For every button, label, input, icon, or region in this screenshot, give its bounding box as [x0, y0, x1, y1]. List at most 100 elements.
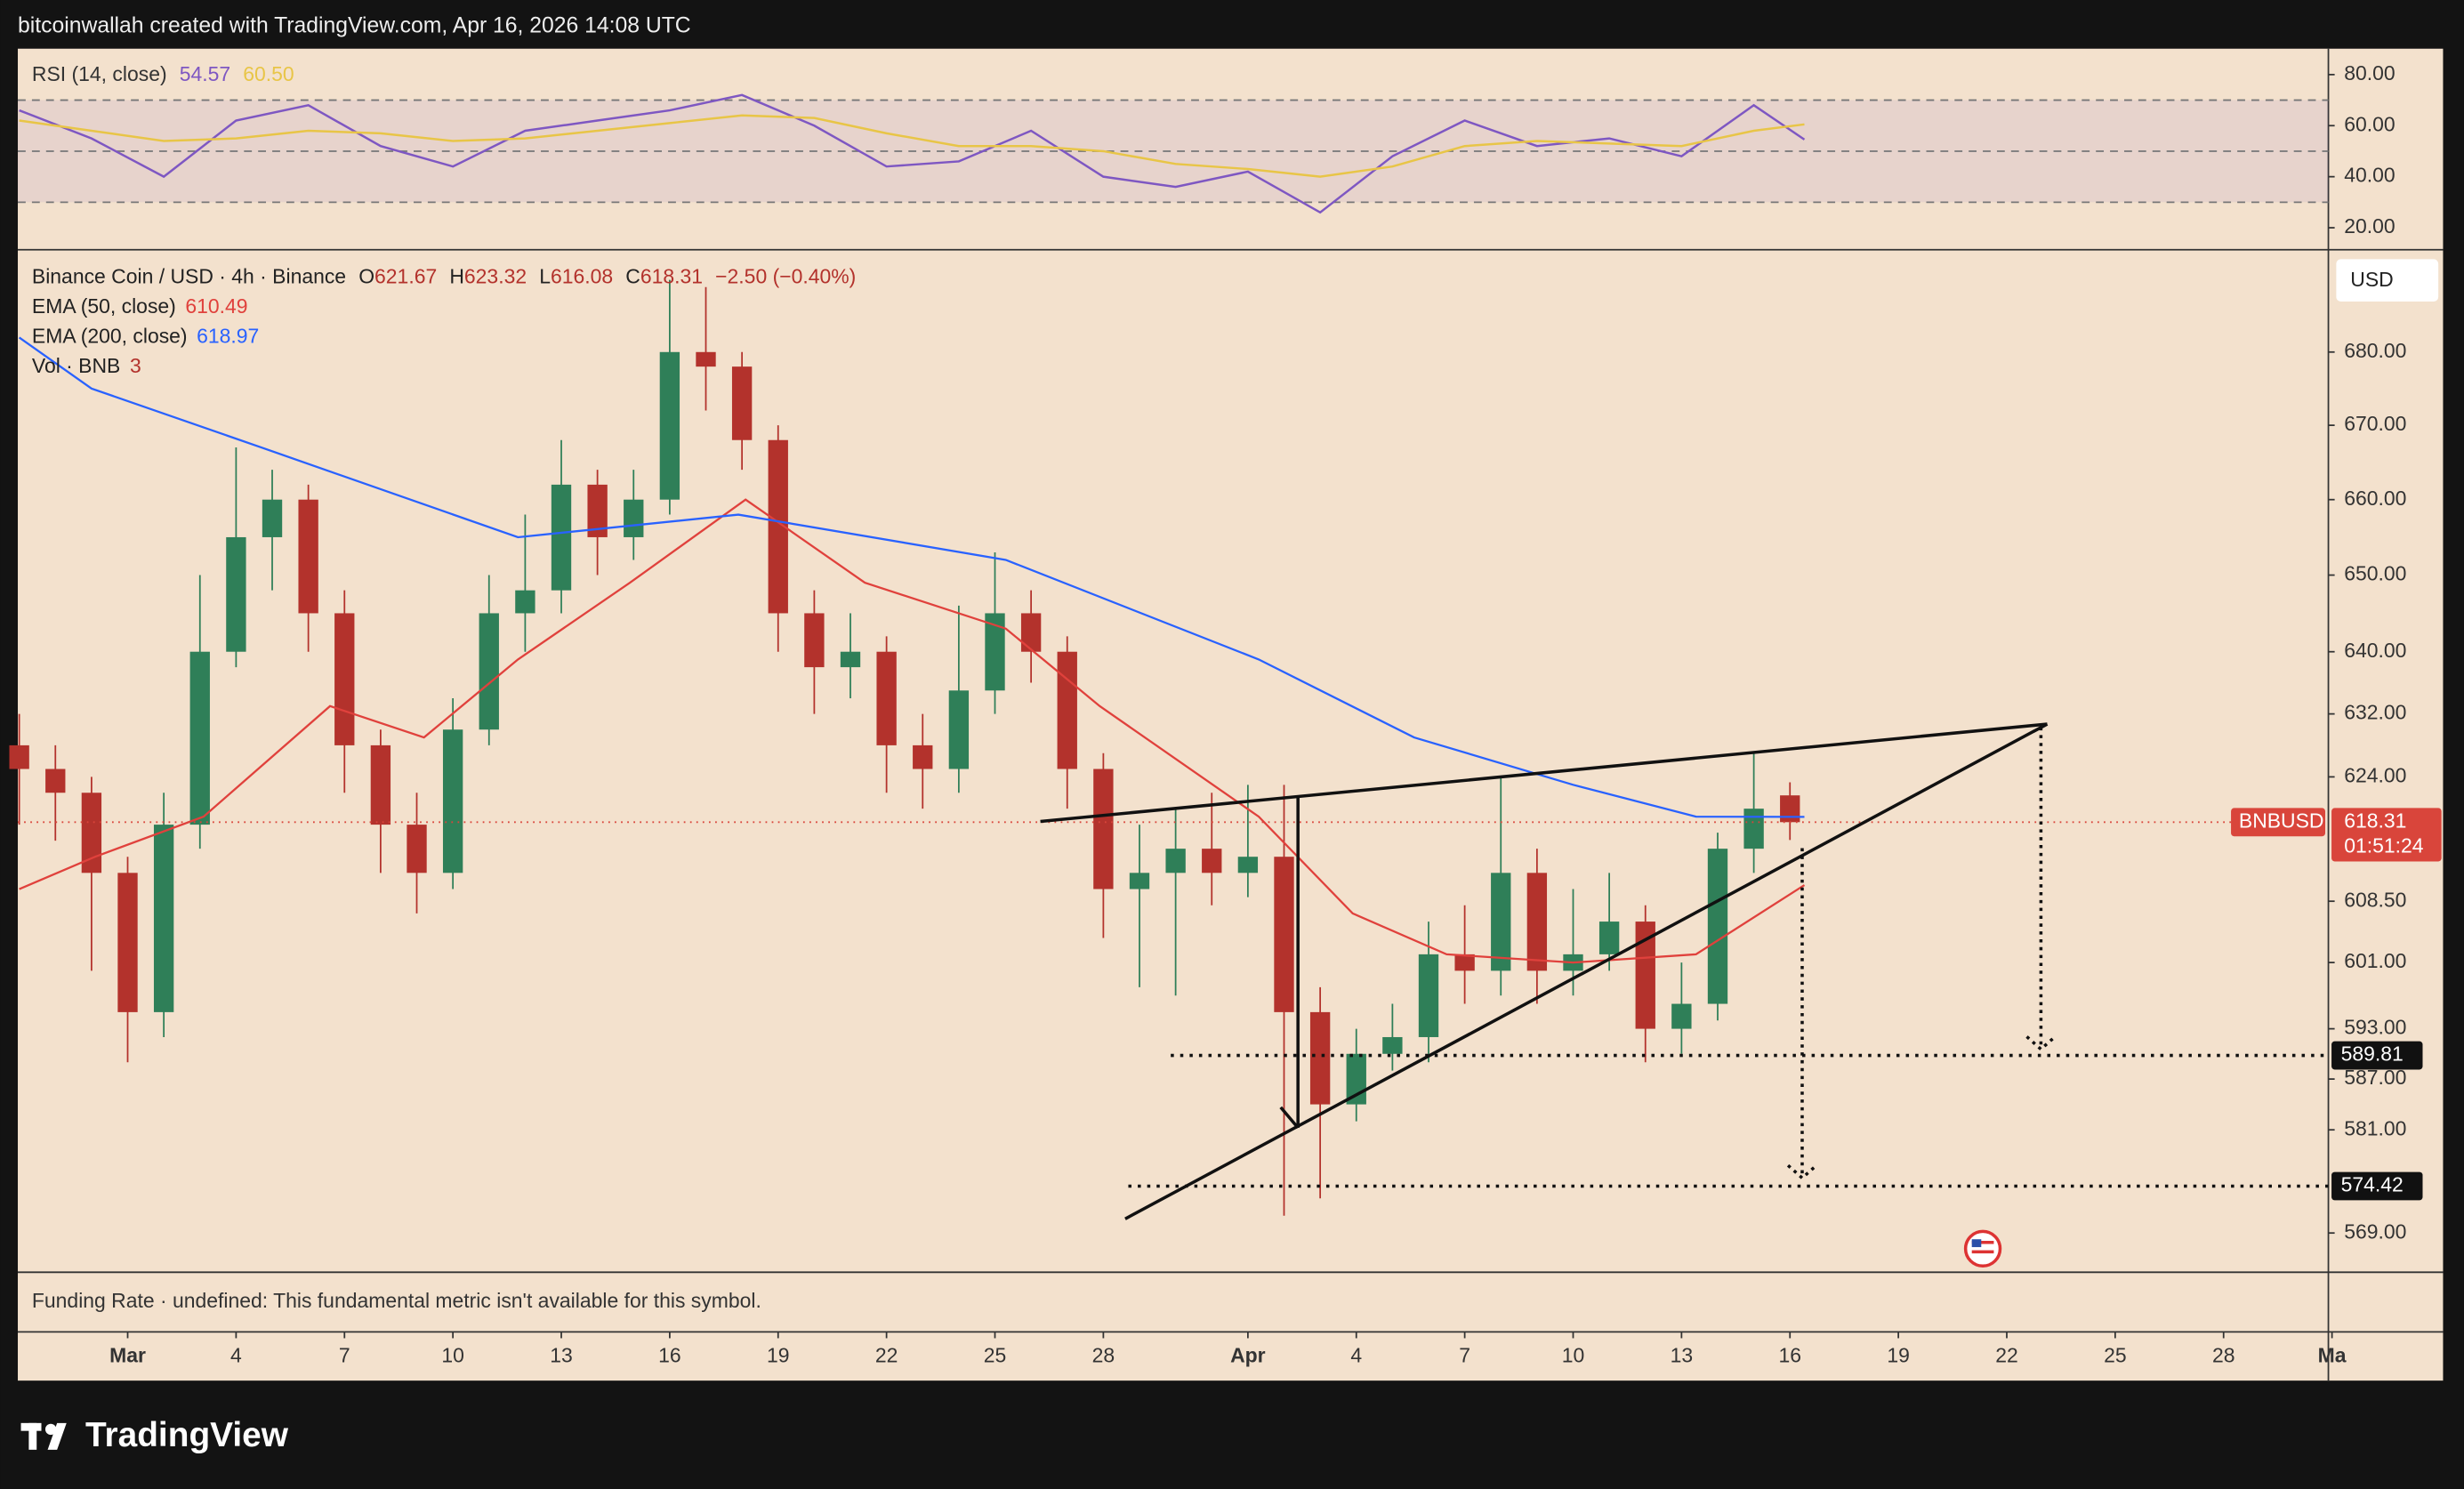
x-tick-label: 16	[658, 1344, 681, 1367]
candle-body	[9, 744, 29, 769]
ohlc-label: L	[539, 265, 551, 288]
currency-label[interactable]: USD	[2350, 268, 2393, 291]
legend-name: EMA (50, close)	[32, 294, 176, 318]
y-tick-label: 608.50	[2344, 888, 2406, 911]
candle-body	[442, 729, 463, 873]
y-tick-label: 569.00	[2344, 1219, 2406, 1243]
level-badge	[2331, 1171, 2423, 1201]
y-tick-label: 680.00	[2344, 339, 2406, 362]
x-tick-label: 19	[767, 1344, 790, 1367]
plot: 80.00 60.00 40.00 20.00 RSI (14, close) 54.57…	[9, 61, 2442, 1367]
candle-body	[913, 744, 933, 769]
x-tick-label: Apr	[1230, 1344, 1266, 1367]
y-tick-label: 624.00	[2344, 763, 2406, 786]
candle-body	[1635, 922, 1655, 1029]
upper-trendline	[1040, 722, 2048, 824]
y-tick-label: 40.00	[2344, 164, 2395, 187]
candle-body	[1454, 954, 1475, 971]
ohlc-label: O	[358, 265, 374, 288]
level-badge	[2331, 1041, 2423, 1070]
candle-body	[1671, 1003, 1692, 1029]
price-badge	[2331, 808, 2442, 862]
rsi-line	[19, 114, 1805, 178]
candle-body	[1309, 1011, 1331, 1105]
candle-body	[551, 484, 572, 591]
candle-body	[840, 651, 861, 668]
ema-line	[19, 498, 1806, 964]
x-tick-label: 28	[1092, 1344, 1115, 1367]
candle-body	[1526, 873, 1548, 971]
candle-body	[1202, 849, 1222, 873]
y-tick-label: 20.00	[2344, 214, 2395, 237]
candle-body	[804, 613, 825, 668]
y-tick-label: 593.00	[2344, 1016, 2406, 1039]
y-tick-label: 632.00	[2344, 701, 2406, 724]
x-tick-label: Mar	[109, 1344, 146, 1367]
legend-value: 610.49	[185, 294, 247, 318]
candle-body	[45, 769, 66, 793]
x-tick-label: 28	[2212, 1344, 2235, 1367]
candle-body	[262, 499, 283, 537]
legend-title: RSI (14, close)	[32, 62, 167, 85]
y-tick-label: 587.00	[2344, 1066, 2406, 1089]
legend-value: 3	[130, 354, 141, 377]
event-icon	[1963, 1229, 2002, 1268]
legend: EMA (200, close) 618.97	[32, 325, 259, 348]
level-label: 589.81	[2341, 1042, 2404, 1066]
ohlc-value: 621.67	[374, 265, 437, 288]
x-tick-label: 7	[339, 1344, 350, 1367]
candle-body	[189, 651, 210, 825]
target-arrow	[1786, 1163, 1818, 1180]
candle-body	[1020, 613, 1042, 652]
level-label: 574.42	[2341, 1173, 2404, 1196]
currency-button[interactable]	[2336, 259, 2439, 302]
x-tick-label: 10	[441, 1344, 464, 1367]
candle-body	[659, 351, 680, 500]
candle-body	[1780, 795, 1800, 823]
footer-logo-text: TradingView	[85, 1416, 289, 1454]
x-tick-label: 4	[1350, 1344, 1362, 1367]
y-tick-label: 650.00	[2344, 562, 2406, 585]
candle-body	[1418, 954, 1439, 1037]
candle-body	[1491, 873, 1511, 971]
pole-arrow	[1279, 1106, 1300, 1130]
candle-body	[948, 690, 970, 769]
lower-trendline	[1124, 722, 2049, 1220]
legend-name: Vol · BNB	[32, 354, 120, 377]
candle-body	[298, 499, 318, 614]
header-text: bitcoinwallah created with TradingView.c…	[18, 14, 691, 38]
footer-logo: TradingView	[20, 1416, 289, 1454]
candle-body	[1707, 849, 1728, 1004]
candle-body	[117, 873, 138, 1012]
logo-glyph	[47, 1422, 67, 1450]
legend: RSI (14, close) 54.57 60.50	[32, 62, 294, 85]
candle-body	[153, 825, 174, 1012]
x-tick-label: 25	[984, 1344, 1007, 1367]
candle-body	[1093, 769, 1114, 889]
candle-body	[1129, 873, 1150, 889]
flag-stripe	[1971, 1250, 1994, 1254]
symbol-badge	[2231, 808, 2326, 837]
countdown-label: 01:51:24	[2344, 834, 2424, 857]
candle-body	[587, 484, 608, 537]
legend: EMA (50, close) 610.49	[32, 294, 248, 318]
x-tick-label: 7	[1459, 1344, 1470, 1367]
candle-body	[1237, 857, 1259, 873]
x-tick-label: 4	[230, 1344, 242, 1367]
target-arrow	[2025, 1035, 2057, 1051]
x-tick-label: 25	[2104, 1344, 2127, 1367]
candle-body	[1743, 809, 1764, 849]
price-label: 618.31	[2344, 809, 2406, 832]
candle-body	[1598, 922, 1620, 954]
candle-body	[1165, 849, 1186, 873]
legend-title: Binance Coin / USD · 4h · Binance	[32, 265, 346, 288]
ema-line	[18, 336, 1805, 818]
x-tick-label: 10	[1562, 1344, 1585, 1367]
flag-stripe	[1971, 1241, 1994, 1244]
y-tick-label: 581.00	[2344, 1116, 2406, 1139]
x-tick-label: 13	[1671, 1344, 1694, 1367]
candle-body	[985, 613, 1005, 691]
y-tick-label: 601.00	[2344, 949, 2406, 972]
x-tick-label: 16	[1778, 1344, 1801, 1367]
candle-body	[731, 366, 753, 440]
